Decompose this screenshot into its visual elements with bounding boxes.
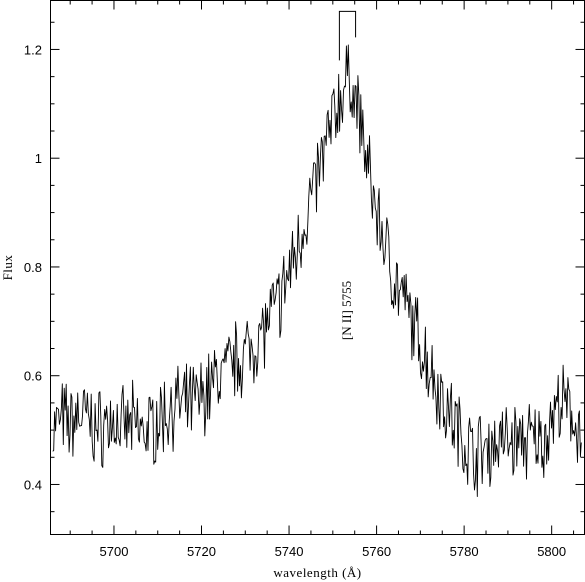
x-axis-title: wavelength (Å) (273, 565, 361, 580)
plot-frame (50, 0, 585, 535)
line-annotation: [N II] 5755 (339, 281, 354, 340)
x-axis: 5700 5720 5740 5760 5780 5800 (69, 0, 575, 559)
line-marker (338, 10, 357, 61)
x-tick-label: 5740 (275, 544, 304, 559)
x-tick-label: 5760 (362, 544, 391, 559)
y-tick-label: 1 (35, 151, 42, 166)
y-axis-title: Flux (0, 255, 15, 281)
y-axis: 0.4 0.6 0.8 1 1.2 (24, 21, 585, 513)
x-tick-label: 5720 (187, 544, 216, 559)
x-tick-label: 5800 (537, 544, 566, 559)
x-tick-label: 5780 (450, 544, 479, 559)
x-tick-label: 5700 (100, 544, 129, 559)
y-tick-label: 0.4 (24, 477, 42, 492)
y-tick-label: 0.6 (24, 369, 42, 384)
y-tick-label: 1.2 (24, 42, 42, 57)
y-tick-label: 0.8 (24, 260, 42, 275)
spectrum-line (52, 44, 582, 497)
